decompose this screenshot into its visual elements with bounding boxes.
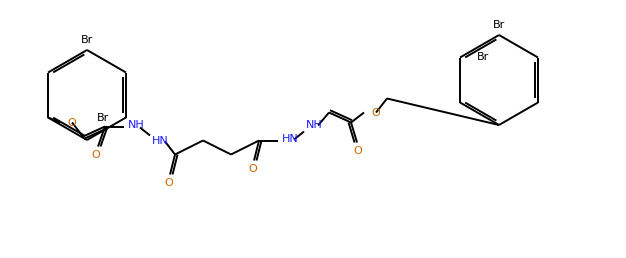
Text: O: O bbox=[91, 150, 100, 160]
Text: O: O bbox=[249, 165, 257, 174]
Text: Br: Br bbox=[493, 20, 505, 30]
Text: O: O bbox=[67, 117, 76, 127]
Text: Br: Br bbox=[97, 112, 109, 123]
Text: HN: HN bbox=[282, 134, 299, 144]
Text: NH: NH bbox=[128, 120, 145, 131]
Text: O: O bbox=[165, 179, 173, 189]
Text: O: O bbox=[371, 108, 380, 117]
Text: Br: Br bbox=[477, 52, 490, 62]
Text: O: O bbox=[354, 147, 362, 157]
Text: NH: NH bbox=[306, 120, 323, 131]
Text: Br: Br bbox=[81, 35, 93, 45]
Text: HN: HN bbox=[152, 136, 169, 147]
